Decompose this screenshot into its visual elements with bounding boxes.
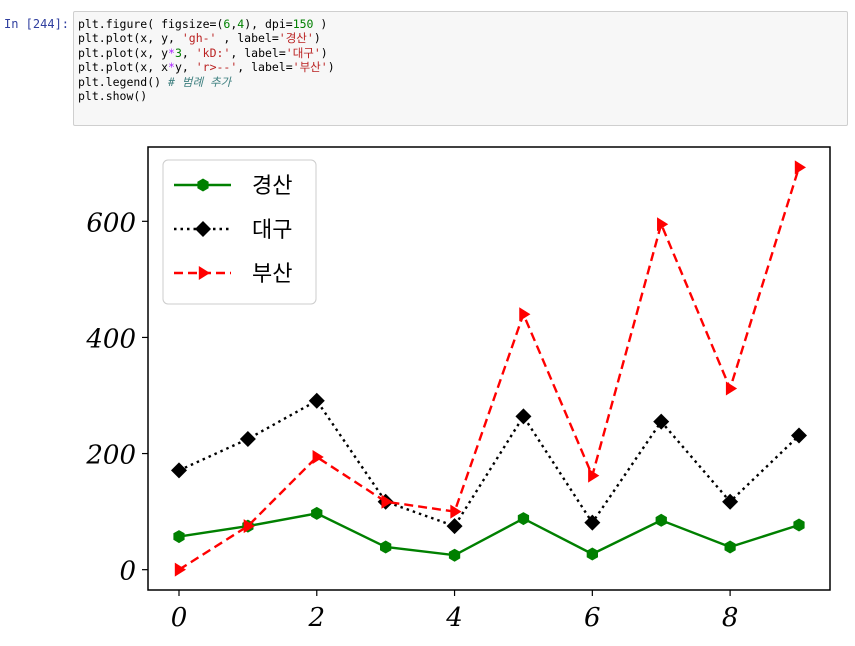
code-token: ) [327,60,335,75]
code-token: plt.figure( figsize=( [78,17,224,31]
code-token: ) [320,45,328,60]
data-point [793,518,805,532]
legend-label: 경산 [252,174,292,199]
legend-label: 대구 [252,218,292,243]
data-point [722,493,739,510]
data-point [174,562,186,577]
data-point [448,548,461,562]
x-tick-label: 2 [308,603,326,633]
series-line [178,166,801,571]
data-point [515,408,532,425]
data-point [584,514,601,531]
code-line: plt.figure( figsize=(6,4), dpi=150 ) [78,17,847,31]
data-point [791,427,807,444]
legend-marker [197,178,209,192]
x-tick-label: 0 [171,603,188,633]
code-token: 150 [292,17,314,31]
data-point [655,513,667,527]
code-token: plt.plot(x, y [78,45,169,60]
code-token: ), dpi= [244,17,293,31]
ticks-layer: 0 2 4 6 8 0 200 400 600 [85,208,738,633]
code-token: , label= [230,45,286,60]
x-tick-label: 8 [722,603,739,633]
data-point [724,540,736,554]
y-tick-label: 600 [86,208,136,238]
code-token: , [181,45,196,60]
data-point [657,217,669,232]
code-token: '경산' [278,31,314,46]
code-token: plt.plot(x, y, [78,31,182,46]
code-line: plt.plot(x, x*y, 'r>--', label='부산') [78,60,847,74]
data-point [586,547,598,561]
legend-marker [198,266,210,280]
code-token: , label= [216,31,279,46]
code-line: plt.legend() # 범례 추가 [78,75,847,89]
code-token: plt.show() [78,88,148,103]
data-point [311,506,323,520]
code-token: '대구' [285,45,321,60]
cell-prompt: In [244]: [4,17,70,31]
code-token: 'kD:' [195,45,231,60]
data-point [243,519,255,534]
code-token: # 범례 추가 [168,74,232,89]
data-point [380,540,392,554]
code-line: plt.plot(x, y*3, 'kD:', label='대구') [78,46,847,60]
code-line: plt.show() [78,89,847,103]
data-point [588,468,600,483]
code-token: ) [313,31,321,46]
data-point [450,504,462,519]
y-tick-label: 0 [119,557,136,587]
code-token: ) [313,17,328,31]
code-token: 'r>--' [195,60,238,75]
legend-marker [195,221,211,237]
code-token: , [230,17,238,31]
code-token: y, [174,60,196,75]
code-editor[interactable]: plt.figure( figsize=(6,4), dpi=150 ) plt.… [73,11,848,126]
code-token: , label= [237,60,293,75]
series-line [178,512,800,557]
data-point [173,530,185,544]
code-token: 'gh-' [181,31,217,46]
code-token: * [168,60,175,75]
series-line [178,399,800,528]
data-point [517,512,530,526]
data-point [171,462,187,479]
plot-frame [147,146,831,591]
y-tick-label: 400 [85,324,136,354]
data-point [308,392,325,409]
y-tick-label: 200 [85,441,136,471]
data-point [312,450,324,465]
data-point [653,413,670,430]
x-tick-label: 6 [584,603,601,633]
series-0 [173,506,805,562]
x-tick-label: 4 [445,603,463,633]
code-token: '부산' [292,60,328,75]
data-point [794,160,806,175]
series-2 [174,160,806,577]
code-token: plt.legend() [78,74,169,89]
code-token: 4 [237,17,245,31]
data-point [446,518,463,535]
legend-label: 부산 [252,262,292,287]
code-token: 3 [174,45,182,60]
data-point [725,381,738,396]
data-point [519,307,531,322]
code-token: 6 [223,17,231,31]
data-point [239,431,256,448]
data-point [381,494,393,509]
code-token: * [168,45,175,60]
code-token: plt.plot(x, x [78,60,169,75]
series-layer [171,160,807,577]
code-line: plt.plot(x, y, 'gh-' , label='경산') [78,31,847,45]
legend-box [162,159,317,305]
